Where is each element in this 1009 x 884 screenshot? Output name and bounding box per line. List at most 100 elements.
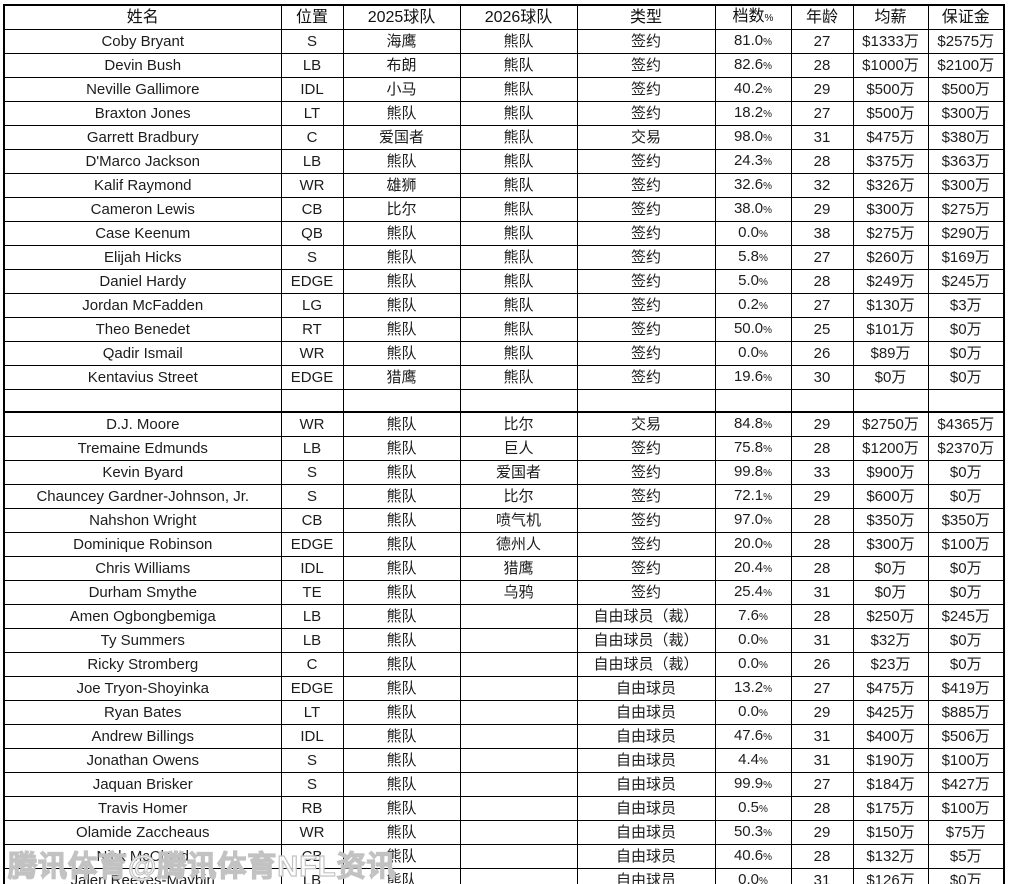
- cell-snap-pct: 75.8%: [714, 436, 792, 461]
- cell-avg-salary: $2750万: [852, 411, 929, 437]
- table-row: Neville Gallimore IDL 小马 熊队 签约 40.2% 29 $500万 $5…: [3, 77, 1005, 102]
- cell-position: S: [280, 29, 344, 54]
- cell-guaranteed-money: $245万: [927, 604, 1005, 629]
- table-row: Devin Bush LB 布朗 熊队 签约 82.6% 28 $1000万 $2100万: [3, 53, 1005, 78]
- cell-age: 27: [790, 245, 854, 270]
- cell-guaranteed-money: $500万: [927, 77, 1005, 102]
- cell-snap-pct: 0.0%: [714, 221, 792, 246]
- cell-position: WR: [280, 820, 344, 845]
- cell-guaranteed-money: $0万: [927, 365, 1005, 390]
- cell-snap-pct: 5.0%: [714, 269, 792, 294]
- cell-snap-pct: 99.9%: [714, 772, 792, 797]
- cell-age: 29: [790, 484, 854, 509]
- cell-team-2025: [342, 389, 461, 413]
- cell-transaction-type: 交易: [576, 125, 716, 150]
- percent-sign: %: [763, 157, 773, 168]
- cell-guaranteed-money: $0万: [927, 484, 1005, 509]
- table-row: Jordan McFadden LG 熊队 熊队 签约 0.2% 27 $130万 $3万: [3, 293, 1005, 318]
- cell-snap-pct: 19.6%: [714, 365, 792, 390]
- cell-age: 28: [790, 149, 854, 174]
- cell-guaranteed-money: $2100万: [927, 53, 1005, 78]
- cell-age: 31: [790, 125, 854, 150]
- cell-team-2026: 熊队: [459, 53, 578, 78]
- cell-age: 26: [790, 652, 854, 677]
- cell-age: 33: [790, 460, 854, 485]
- cell-team-2025: 猎鹰: [342, 365, 461, 390]
- cell-avg-salary: $600万: [852, 484, 929, 509]
- column-header-age: 年龄: [790, 4, 854, 30]
- cell-position: EDGE: [280, 365, 344, 390]
- cell-team-2025: 熊队: [342, 772, 461, 797]
- cell-guaranteed-money: $4365万: [927, 411, 1005, 437]
- cell-snap-pct: 72.1%: [714, 484, 792, 509]
- header-row: 姓名 位置 2025球队 2026球队 类型 档数% 年龄 均薪 保证金: [3, 4, 1005, 30]
- cell-age: 28: [790, 269, 854, 294]
- cell-team-2026: 德州人: [459, 532, 578, 557]
- cell-age: 27: [790, 101, 854, 126]
- cell-guaranteed-money: $0万: [927, 556, 1005, 581]
- cell-team-2026: 熊队: [459, 77, 578, 102]
- cell-age: 29: [790, 820, 854, 845]
- table-row: D.J. Moore WR 熊队 比尔 交易 84.8% 29 $2750万 $4365万: [3, 411, 1005, 437]
- cell-team-2025: 熊队: [342, 293, 461, 318]
- cell-age: 27: [790, 293, 854, 318]
- cell-team-2025: 熊队: [342, 796, 461, 821]
- cell-guaranteed-money: $169万: [927, 245, 1005, 270]
- table-row: Jonathan Owens S 熊队 自由球员 4.4% 31 $190万 $100万: [3, 748, 1005, 773]
- cell-guaranteed-money: $419万: [927, 676, 1005, 701]
- cell-avg-salary: $425万: [852, 700, 929, 725]
- cell-position: LB: [280, 53, 344, 78]
- cell-age: 28: [790, 556, 854, 581]
- cell-team-2025: 熊队: [342, 580, 461, 605]
- cell-guaranteed-money: $100万: [927, 748, 1005, 773]
- cell-guaranteed-money: $0万: [927, 317, 1005, 342]
- table-row: Kentavius Street EDGE 猎鹰 熊队 签约 19.6% 30 $0万 $0万: [3, 365, 1005, 390]
- percent-sign: %: [763, 444, 773, 455]
- cell-team-2026: 比尔: [459, 411, 578, 437]
- cell-age: 28: [790, 604, 854, 629]
- table-row: Braxton Jones LT 熊队 熊队 签约 18.2% 27 $500万 $300万: [3, 101, 1005, 126]
- cell-player-name: Theo Benedet: [3, 317, 282, 342]
- cell-avg-salary: $350万: [852, 508, 929, 533]
- cell-transaction-type: 签约: [576, 149, 716, 174]
- percent-sign: %: [763, 852, 773, 863]
- cell-team-2026: [459, 748, 578, 773]
- cell-team-2025: 爱国者: [342, 125, 461, 150]
- cell-snap-pct: 0.0%: [714, 341, 792, 366]
- cell-team-2025: 小马: [342, 77, 461, 102]
- cell-guaranteed-money: $300万: [927, 173, 1005, 198]
- cell-player-name: Braxton Jones: [3, 101, 282, 126]
- cell-position: CB: [280, 197, 344, 222]
- percent-sign: %: [758, 253, 768, 264]
- cell-team-2026: 巨人: [459, 436, 578, 461]
- cell-transaction-type: 签约: [576, 580, 716, 605]
- cell-guaranteed-money: $363万: [927, 149, 1005, 174]
- cell-player-name: Olamide Zaccheaus: [3, 820, 282, 845]
- cell-guaranteed-money: $2370万: [927, 436, 1005, 461]
- cell-position: QB: [280, 221, 344, 246]
- cell-player-name: Ryan Bates: [3, 700, 282, 725]
- cell-transaction-type: 签约: [576, 532, 716, 557]
- cell-player-name: [3, 389, 282, 413]
- cell-team-2025: 熊队: [342, 700, 461, 725]
- cell-team-2025: 熊队: [342, 508, 461, 533]
- cell-team-2025: 熊队: [342, 532, 461, 557]
- cell-player-name: Case Keenum: [3, 221, 282, 246]
- cell-transaction-type: 自由球员（裁）: [576, 604, 716, 629]
- percent-sign: %: [758, 612, 768, 623]
- table-row: Elijah Hicks S 熊队 熊队 签约 5.8% 27 $260万 $169万: [3, 245, 1005, 270]
- cell-avg-salary: $500万: [852, 101, 929, 126]
- cell-transaction-type: 自由球员: [576, 772, 716, 797]
- percent-sign: %: [763, 181, 773, 192]
- cell-snap-pct: 99.8%: [714, 460, 792, 485]
- cell-guaranteed-money: $275万: [927, 197, 1005, 222]
- cell-snap-pct: 50.3%: [714, 820, 792, 845]
- table-row: Ty Summers LB 熊队 自由球员（裁） 0.0% 31 $32万 $0万: [3, 628, 1005, 653]
- cell-guaranteed-money: $0万: [927, 460, 1005, 485]
- column-header-avg-salary: 均薪: [852, 4, 929, 30]
- cell-age: 31: [790, 748, 854, 773]
- cell-player-name: Joe Tryon-Shoyinka: [3, 676, 282, 701]
- cell-position: [280, 389, 344, 413]
- percent-sign: %: [758, 708, 768, 719]
